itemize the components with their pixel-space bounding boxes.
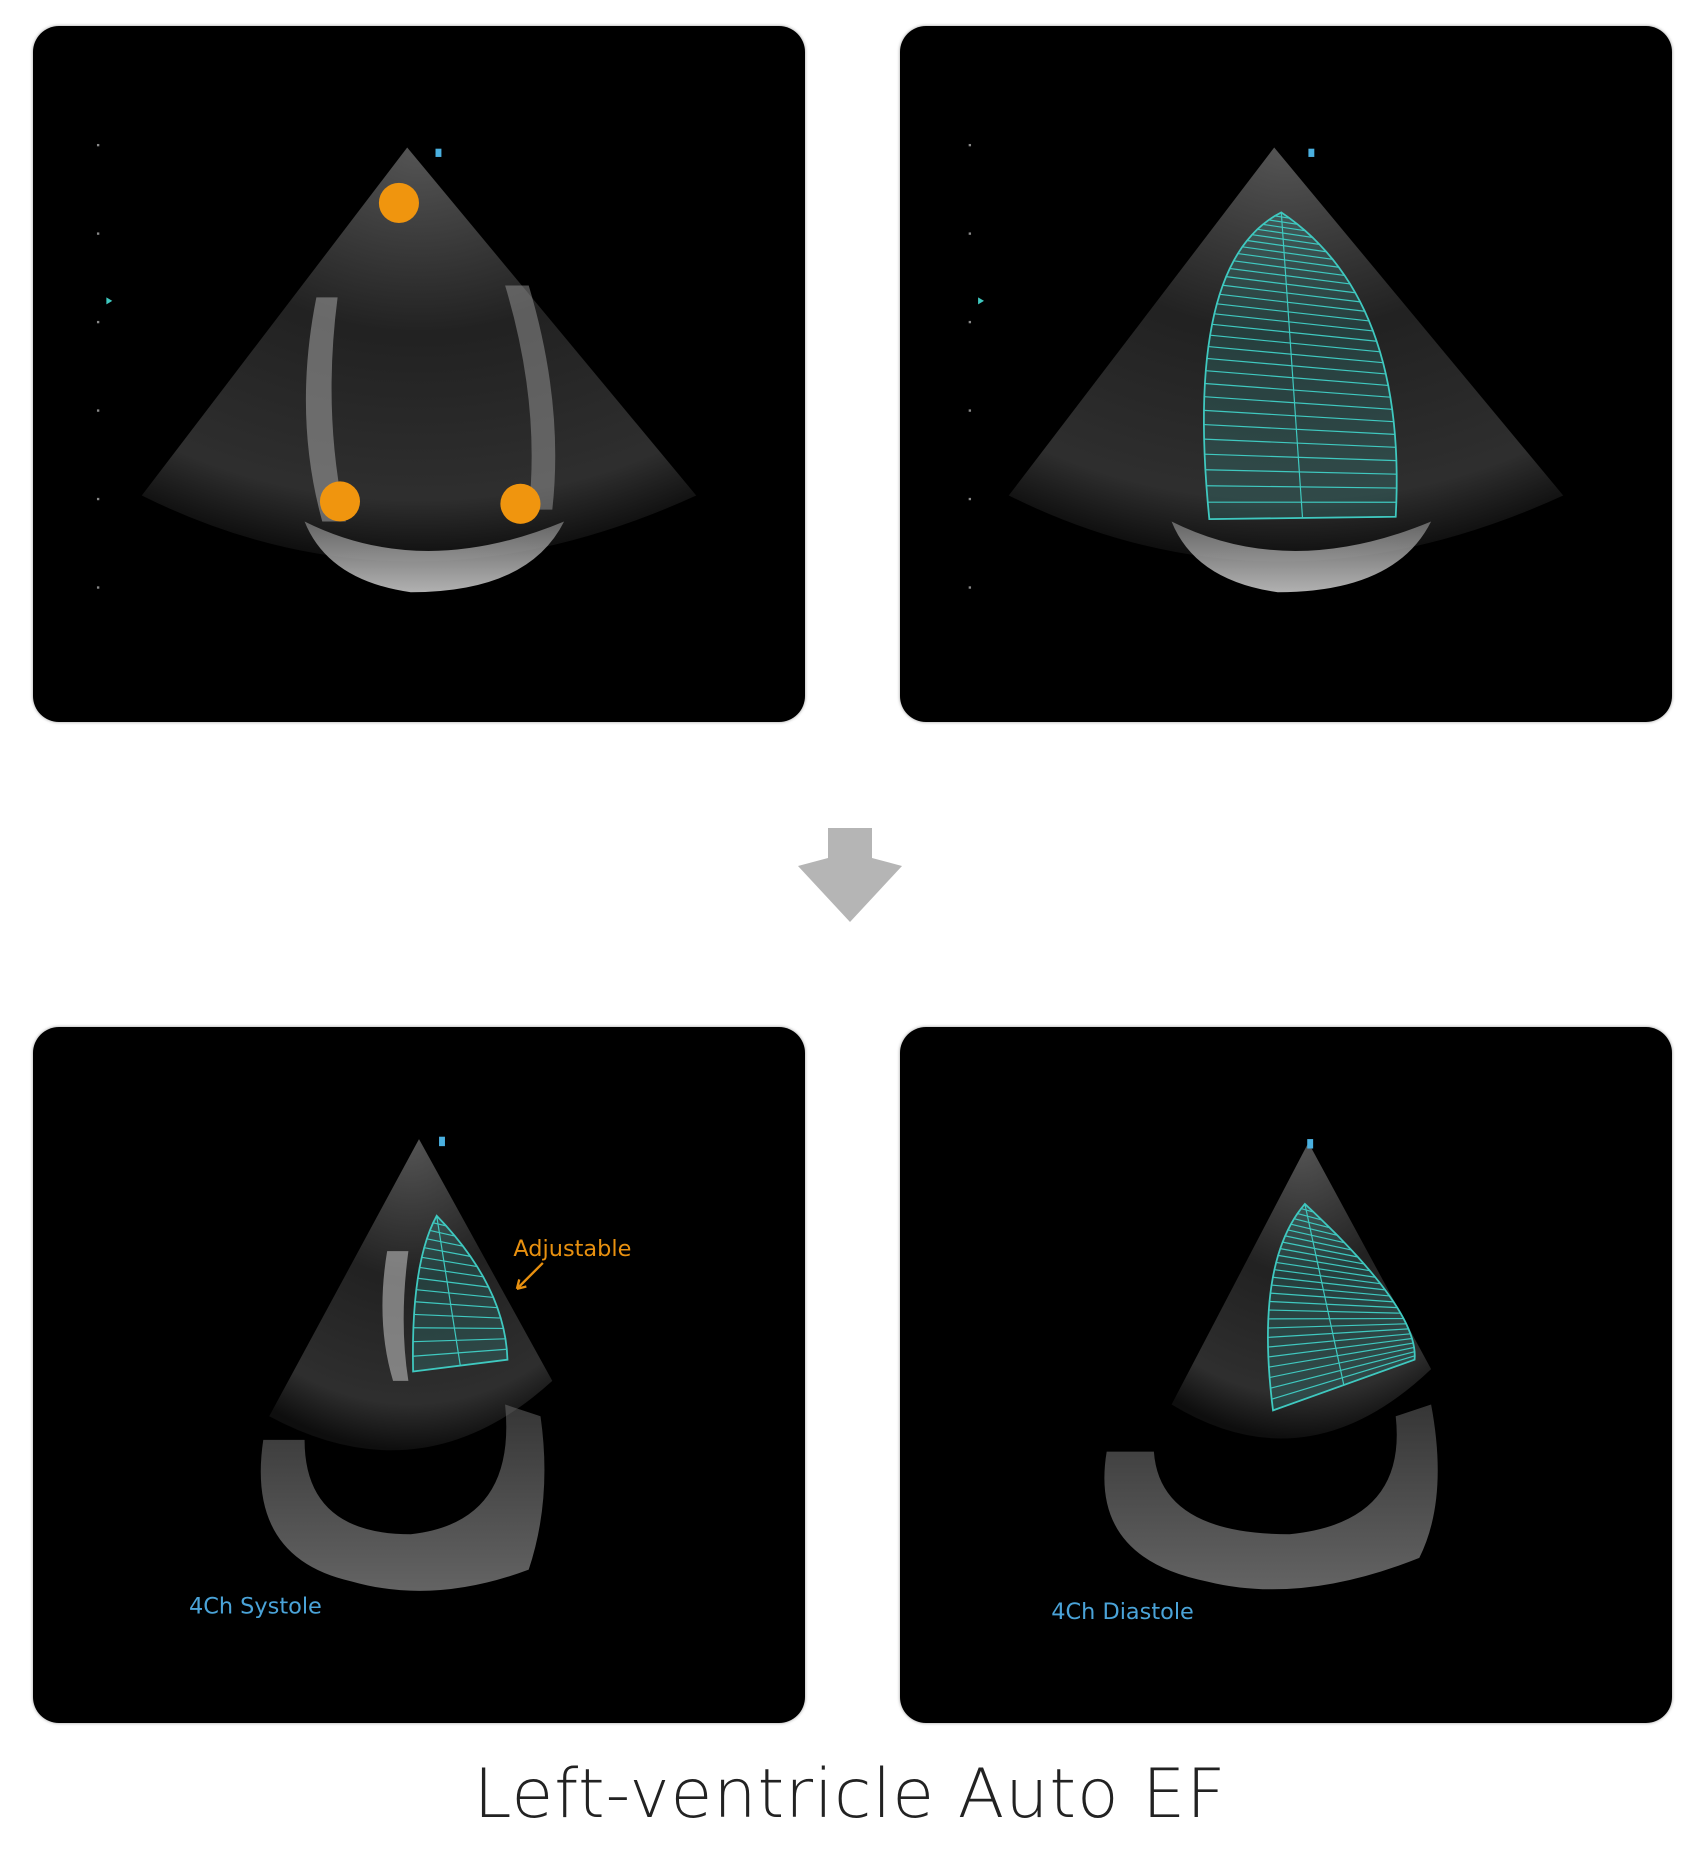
trace-hatch-line xyxy=(1242,246,1333,260)
ultrasound-image-trace xyxy=(968,143,1564,593)
trace-hatch-line xyxy=(1267,1328,1409,1338)
trace-hatch-line xyxy=(1203,409,1394,423)
trace-hatch-line xyxy=(412,1348,507,1357)
trace-hatch-line xyxy=(1246,239,1327,253)
trace-hatch-line xyxy=(1300,1208,1314,1213)
adjustable-annotation: Adjustable xyxy=(513,1236,631,1262)
trace-hatch-line xyxy=(1269,1346,1415,1379)
trace-hatch-line xyxy=(1229,267,1351,285)
trace-hatch-line xyxy=(1267,1323,1407,1329)
view-label-systole: 4Ch Systole xyxy=(189,1593,322,1619)
trace-hatch-line xyxy=(1204,382,1391,398)
probe-marker xyxy=(439,1136,445,1147)
trace-hatch-line xyxy=(1268,1309,1401,1314)
probe-marker xyxy=(1308,148,1315,157)
view-label-diastole: 4Ch Diastole xyxy=(1051,1599,1194,1625)
trace-hatch-line xyxy=(1226,276,1356,294)
trace-hatch-line xyxy=(1233,260,1345,277)
trace-hatch-line xyxy=(1280,1248,1365,1265)
ultrasound-image-systole: Adjustable 4Ch Systole xyxy=(189,1136,631,1619)
lv-trace-diastole[interactable] xyxy=(1203,211,1398,520)
ultrasound-image-diastole: 4Ch Diastole xyxy=(1051,1139,1438,1625)
echo-panel-landmarks xyxy=(33,26,805,722)
trace-hatch-line xyxy=(424,1247,471,1257)
trace-hatch-line xyxy=(1206,357,1386,375)
trace-hatch-line xyxy=(414,1313,501,1319)
trace-long-axis xyxy=(1280,212,1304,518)
trace-hatch-line xyxy=(1210,334,1381,353)
trace-hatch-line xyxy=(417,1277,489,1288)
page-title: Left-ventricle Auto EF xyxy=(473,1755,1227,1834)
trace-hatch-line xyxy=(1269,1300,1398,1309)
trace-hatch-line xyxy=(421,1256,478,1268)
trace-hatch-line xyxy=(1271,1284,1390,1297)
trace-hatch-line xyxy=(1237,252,1339,268)
trace-hatch-line xyxy=(1212,323,1377,342)
depth-scale xyxy=(968,143,972,589)
trace-hatch-line xyxy=(1268,1342,1414,1368)
lv-trace-systole[interactable] xyxy=(412,1214,509,1373)
trace-hatch-line xyxy=(1267,1333,1411,1348)
trace-hatch-line xyxy=(413,1359,508,1373)
depth-scale xyxy=(96,143,100,589)
trace-long-axis xyxy=(436,1215,461,1366)
trace-hatch-line xyxy=(1270,1292,1394,1303)
trace-long-axis xyxy=(1304,1203,1345,1386)
trace-hatch-line xyxy=(426,1238,464,1247)
trace-hatch-line xyxy=(1205,370,1389,386)
focus-marker-icon xyxy=(978,297,985,305)
trace-hatch-line xyxy=(412,1338,506,1343)
trace-hatch-line xyxy=(1262,223,1306,232)
lv-trace-diastole[interactable] xyxy=(1267,1202,1416,1412)
arrow-down-icon xyxy=(798,828,902,922)
trace-hatch-line xyxy=(1205,469,1397,475)
trace-hatch-line xyxy=(1274,215,1290,219)
trace-hatch-line xyxy=(1252,234,1320,246)
trace-hatch-line xyxy=(416,1289,494,1298)
landmark-left-annulus[interactable] xyxy=(319,481,361,522)
trace-hatch-line xyxy=(1222,284,1361,303)
annotation-arrow-icon xyxy=(515,1262,544,1291)
trace-hatch-line xyxy=(419,1266,484,1278)
trace-hatch-line xyxy=(1297,1212,1322,1221)
trace-hatch-line xyxy=(429,1229,456,1237)
trace-hatch-line xyxy=(1276,1261,1376,1278)
probe-marker xyxy=(1307,1139,1314,1149)
trace-hatch-line xyxy=(1287,1229,1345,1244)
trace-hatch-line xyxy=(413,1327,504,1330)
echo-panel-trace xyxy=(900,26,1672,722)
trace-hatch-line xyxy=(414,1301,498,1309)
trace-hatch-line xyxy=(1268,1337,1413,1358)
focus-marker-icon xyxy=(106,297,113,305)
trace-hatch-line xyxy=(1293,1218,1330,1229)
landmark-right-annulus[interactable] xyxy=(500,483,541,524)
trace-hatch-line xyxy=(1203,423,1395,435)
trace-hatch-line xyxy=(432,1222,447,1227)
probe-marker xyxy=(435,148,442,157)
trace-hatch-line xyxy=(1204,453,1397,462)
trace-hatch-line xyxy=(1214,313,1374,332)
trace-hatch-line xyxy=(1204,396,1393,410)
trace-hatch-line xyxy=(1290,1223,1338,1236)
trace-hatch-line xyxy=(1219,293,1365,312)
trace-hatch-line xyxy=(1274,1269,1381,1285)
trace-hatch-line xyxy=(1270,1351,1415,1389)
trace-hatch-line xyxy=(1271,1355,1415,1400)
echo-panel-diastole: 4Ch Diastole xyxy=(900,1027,1672,1723)
trace-hatch-line xyxy=(1216,303,1370,322)
trace-hatch-line xyxy=(1285,1235,1352,1251)
trace-hatch-line xyxy=(1206,485,1397,489)
trace-hatch-line xyxy=(1257,228,1313,239)
trace-hatch-line xyxy=(1208,345,1384,364)
trace-hatch-line xyxy=(1268,219,1298,225)
trace-hatch-line xyxy=(1282,1241,1358,1258)
ultrasound-image-landmarks xyxy=(96,143,697,593)
landmark-apex[interactable] xyxy=(378,182,419,224)
echo-panel-systole: Adjustable 4Ch Systole xyxy=(33,1027,805,1723)
trace-hatch-line xyxy=(1272,1276,1386,1291)
trace-hatch-line xyxy=(1204,438,1396,448)
trace-hatch-line xyxy=(1277,1254,1370,1272)
